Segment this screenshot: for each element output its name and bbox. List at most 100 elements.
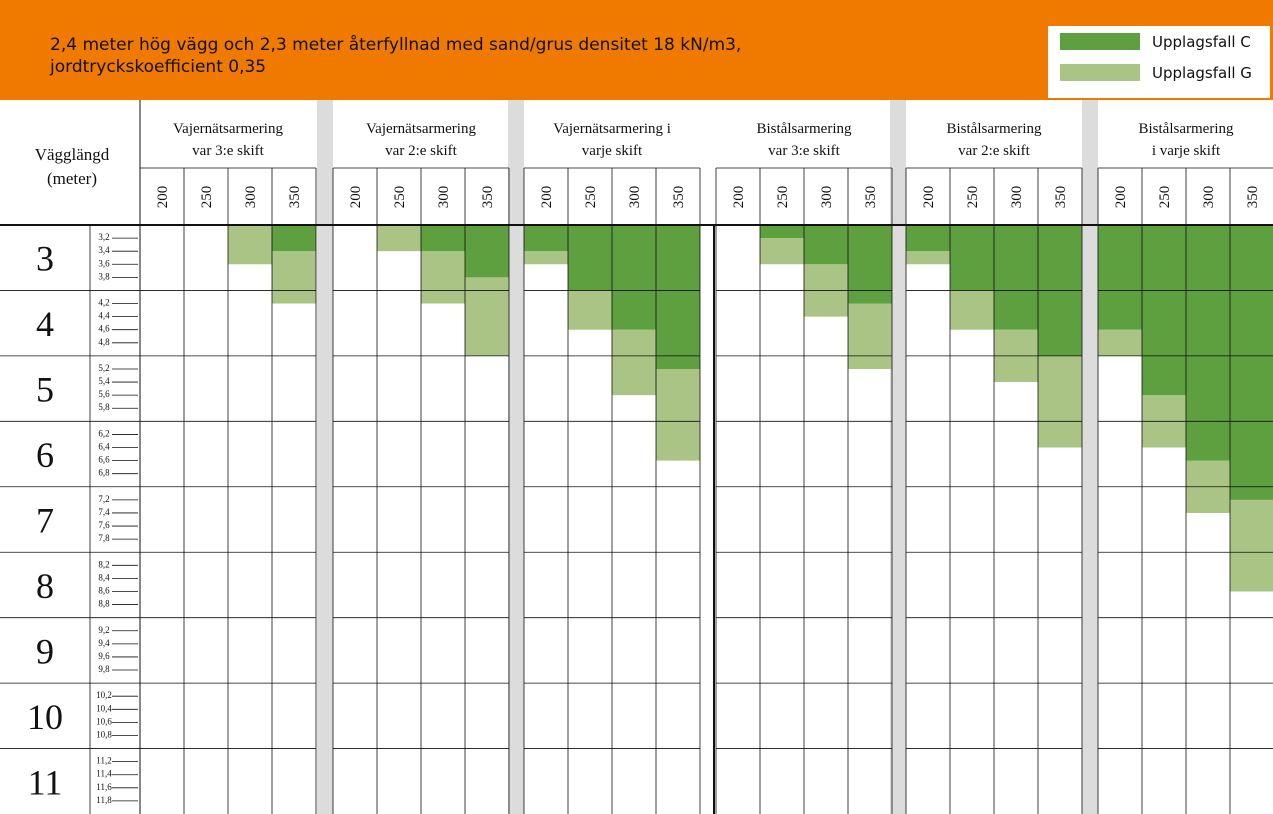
- column-label: 250: [1157, 186, 1173, 209]
- column-label: 200: [1113, 186, 1129, 209]
- sub-label: 6,6: [98, 455, 110, 465]
- sub-label: 9,2: [98, 625, 109, 635]
- group-title: varje skift: [582, 143, 643, 159]
- bar-g: [272, 251, 316, 304]
- column-label: 250: [583, 186, 599, 209]
- sub-label: 5,6: [98, 389, 110, 399]
- header-title: 2,4 meter hög vägg och 2,3 meter återfyl…: [50, 34, 741, 55]
- row-label: 11: [28, 762, 63, 802]
- row-label: 4: [36, 304, 54, 344]
- sub-label: 4,4: [98, 311, 110, 321]
- column-label: 350: [863, 186, 879, 209]
- row-label: 9: [36, 631, 54, 671]
- group-title: Vajernätsarmering: [173, 121, 283, 137]
- sub-label: 6,8: [98, 468, 110, 478]
- bar-c: [568, 225, 612, 291]
- row-header: (meter): [47, 169, 97, 188]
- bar-c: [848, 225, 892, 304]
- column-label: 200: [731, 186, 747, 209]
- column-label: 200: [155, 186, 171, 209]
- column-label: 350: [480, 186, 496, 209]
- column-label: 250: [775, 186, 791, 209]
- sub-label: 10,8: [96, 729, 112, 739]
- bar-g: [1098, 329, 1142, 356]
- bar-c: [1186, 225, 1230, 461]
- bar-c: [804, 225, 848, 265]
- row-header: Vägglängd: [35, 145, 110, 164]
- sub-label: 3,2: [98, 232, 109, 242]
- header-title: jordtryckskoefficient 0,35: [49, 57, 266, 77]
- group-title: Vajernätsarmering i: [553, 121, 671, 137]
- group-separator: [317, 100, 333, 814]
- group-separator: [508, 100, 524, 814]
- group-title: Bistålsarmering: [757, 121, 852, 137]
- bar-c: [612, 225, 656, 330]
- column-label: 350: [1245, 186, 1261, 209]
- legend-swatch: [1060, 64, 1140, 81]
- sub-label: 9,6: [98, 651, 110, 661]
- bar-g: [228, 225, 272, 265]
- group-title: Vajernätsarmering: [366, 121, 476, 137]
- legend-label: Upplagsfall C: [1152, 33, 1251, 51]
- group-title: var 3:e skift: [192, 143, 264, 159]
- column-label: 300: [627, 186, 643, 209]
- bar-c: [421, 225, 465, 252]
- group-title: var 3:e skift: [768, 143, 840, 159]
- sub-label: 8,8: [98, 599, 110, 609]
- bar-c: [656, 225, 700, 369]
- sub-label: 3,8: [98, 271, 110, 281]
- column-label: 300: [1201, 186, 1217, 209]
- bar-g: [1230, 499, 1273, 592]
- row-label: 5: [36, 370, 54, 410]
- group-separator: [890, 100, 906, 814]
- sub-label: 10,2: [96, 690, 112, 700]
- sub-label: 5,8: [98, 402, 110, 412]
- row-label: 10: [27, 697, 63, 737]
- sub-label: 4,8: [98, 337, 110, 347]
- group-title: i varje skift: [1152, 143, 1221, 159]
- row-label: 8: [36, 566, 54, 606]
- bar-g: [848, 303, 892, 369]
- bar-g: [568, 290, 612, 330]
- sub-label: 3,6: [98, 258, 110, 268]
- sub-label: 8,4: [98, 572, 110, 582]
- column-label: 300: [1009, 186, 1025, 209]
- bar-g: [906, 251, 950, 265]
- bar-c: [994, 225, 1038, 330]
- sub-label: 11,8: [96, 795, 112, 805]
- column-label: 250: [392, 186, 408, 209]
- bar-c: [272, 225, 316, 252]
- column-label: 250: [199, 186, 215, 209]
- row-label: 7: [36, 501, 54, 541]
- sub-label: 11,2: [96, 756, 111, 766]
- column-label: 350: [671, 186, 687, 209]
- sub-label: 7,2: [98, 494, 109, 504]
- bar-g: [656, 368, 700, 461]
- bar-g: [421, 251, 465, 304]
- sub-label: 11,6: [96, 782, 112, 792]
- column-label: 300: [243, 186, 259, 209]
- sub-label: 4,6: [98, 324, 110, 334]
- column-label: 200: [921, 186, 937, 209]
- column-label: 350: [287, 186, 303, 209]
- column-label: 250: [965, 186, 981, 209]
- column-label: 300: [819, 186, 835, 209]
- bar-c: [524, 225, 568, 252]
- sub-label: 7,8: [98, 533, 110, 543]
- group-separator: [1082, 100, 1098, 814]
- sub-label: 11,4: [96, 769, 112, 779]
- group-title: Bistålsarmering: [947, 121, 1042, 137]
- legend-label: Upplagsfall G: [1152, 64, 1252, 82]
- sub-label: 7,4: [98, 507, 110, 517]
- bar-c: [1230, 225, 1273, 500]
- group-title: var 2:e skift: [385, 143, 457, 159]
- sub-label: 7,6: [98, 520, 110, 530]
- sub-label: 3,4: [98, 245, 110, 255]
- sub-label: 8,2: [98, 559, 109, 569]
- bar-g: [377, 225, 421, 252]
- bar-c: [906, 225, 950, 252]
- bar-g: [950, 290, 994, 330]
- row-label: 3: [36, 239, 54, 279]
- bar-c: [1142, 225, 1186, 396]
